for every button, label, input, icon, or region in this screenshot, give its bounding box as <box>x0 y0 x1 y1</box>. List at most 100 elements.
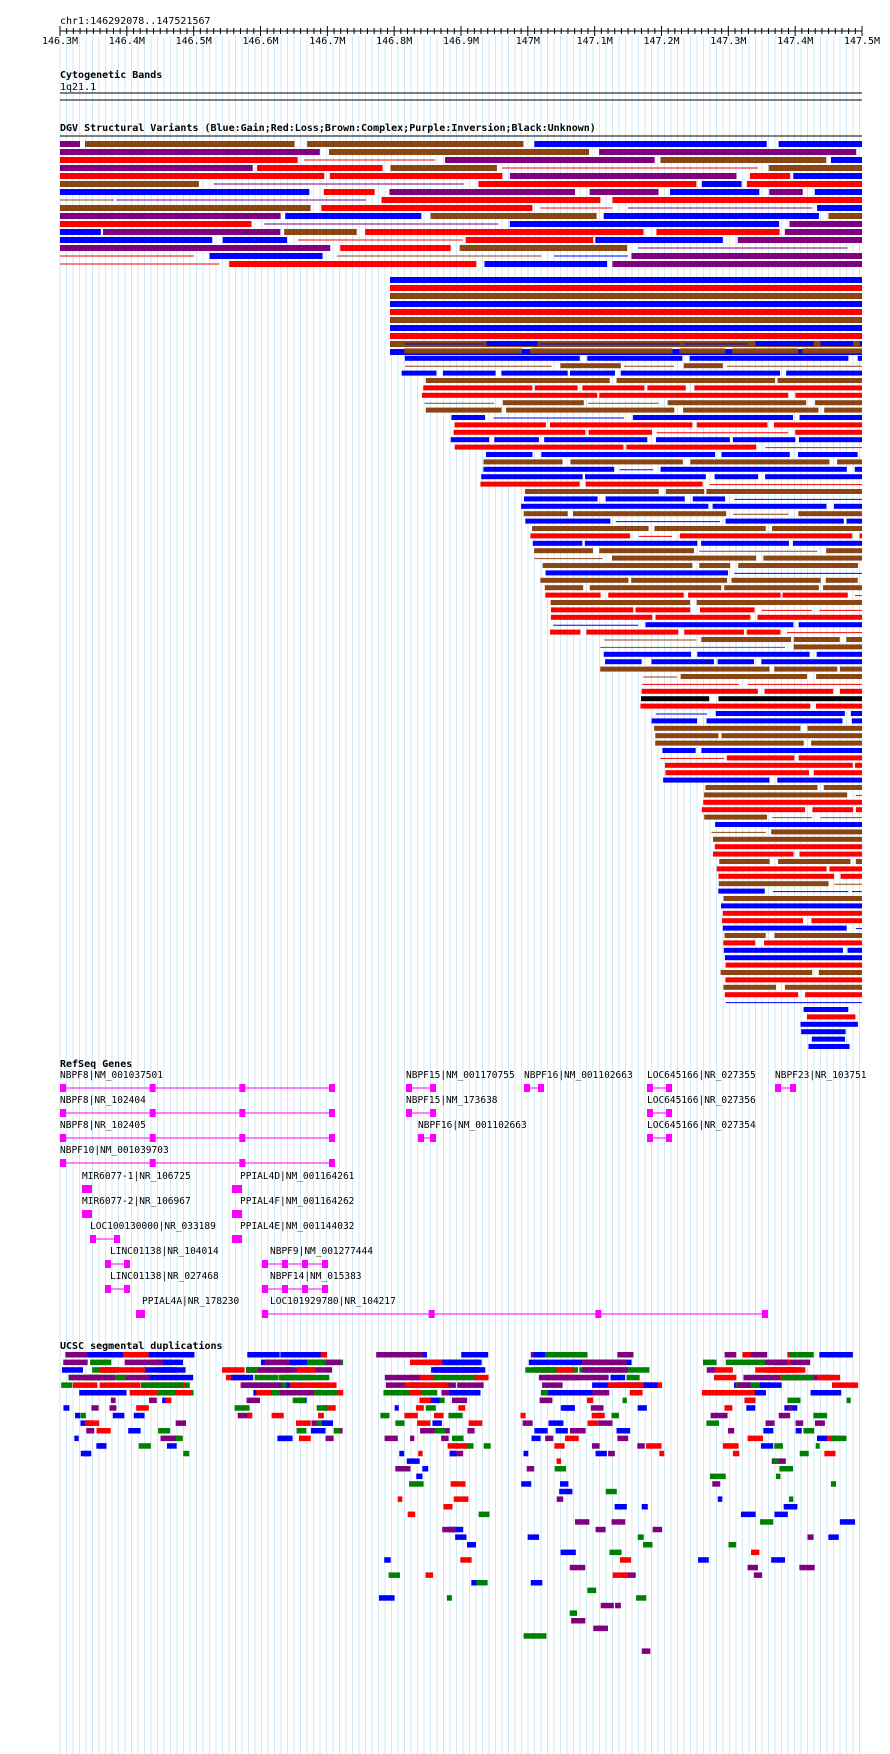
segdup-feature[interactable] <box>110 1397 116 1404</box>
dgv-variant[interactable] <box>550 600 690 605</box>
segdup-feature[interactable] <box>765 1420 775 1426</box>
segdup-feature[interactable] <box>449 1450 457 1457</box>
dgv-variant[interactable] <box>390 293 862 299</box>
dgv-variant[interactable] <box>855 807 862 813</box>
dgv-variant[interactable] <box>103 229 281 235</box>
dgv-variant[interactable] <box>803 1007 849 1012</box>
segdup-feature[interactable] <box>629 1390 643 1396</box>
dgv-variant[interactable] <box>655 740 804 746</box>
segdup-feature[interactable] <box>409 1435 415 1442</box>
dgv-variant[interactable] <box>423 385 533 391</box>
dgv-variant[interactable] <box>725 962 862 968</box>
dgv-variant[interactable] <box>837 459 862 465</box>
segdup-feature[interactable] <box>605 1488 617 1495</box>
segdup-feature[interactable] <box>151 1359 183 1366</box>
segdup-feature[interactable] <box>575 1519 590 1525</box>
dgv-variant[interactable] <box>60 205 311 211</box>
segdup-feature[interactable] <box>420 1428 435 1434</box>
segdup-feature[interactable] <box>772 1458 779 1464</box>
segdup-feature[interactable] <box>706 1420 719 1426</box>
dgv-variant[interactable] <box>726 755 795 761</box>
dgv-variant[interactable] <box>721 452 790 457</box>
segdup-feature[interactable] <box>831 1435 847 1442</box>
dgv-variant[interactable] <box>815 703 862 709</box>
dgv-variant[interactable] <box>307 141 524 147</box>
dgv-variant[interactable] <box>465 237 594 243</box>
segdup-feature[interactable] <box>608 1450 615 1457</box>
segdup-feature[interactable] <box>183 1450 190 1457</box>
segdup-feature[interactable] <box>424 1397 440 1404</box>
segdup-feature[interactable] <box>280 1352 321 1358</box>
segdup-feature[interactable] <box>810 1390 842 1396</box>
dgv-variant[interactable] <box>765 474 862 480</box>
dgv-variant[interactable] <box>599 392 789 398</box>
dgv-variant[interactable] <box>545 570 728 576</box>
segdup-feature[interactable] <box>554 1466 567 1472</box>
gene-label[interactable]: PPIAL4A|NR_178230 <box>142 1296 240 1307</box>
segdup-feature[interactable] <box>441 1435 449 1442</box>
segdup-feature[interactable] <box>747 1352 768 1358</box>
dgv-variant[interactable] <box>774 666 838 672</box>
segdup-feature[interactable] <box>595 1450 607 1457</box>
dgv-variant[interactable] <box>820 341 854 346</box>
segdup-feature[interactable] <box>418 1450 423 1457</box>
segdup-feature[interactable] <box>101 1367 146 1373</box>
segdup-feature[interactable] <box>799 1450 809 1457</box>
dgv-variant[interactable] <box>340 245 451 251</box>
dgv-variant[interactable] <box>689 355 849 361</box>
gene-label[interactable]: NBPF8|NR_102404 <box>60 1095 146 1106</box>
segdup-feature[interactable] <box>754 1390 766 1396</box>
segdup-feature[interactable] <box>247 1412 253 1419</box>
segdup-feature[interactable] <box>446 1595 452 1601</box>
segdup-feature[interactable] <box>555 1428 568 1434</box>
dgv-variant[interactable] <box>825 577 858 583</box>
dgv-variant[interactable] <box>688 592 781 598</box>
dgv-variant[interactable] <box>718 873 835 879</box>
segdup-feature[interactable] <box>540 1397 553 1404</box>
dgv-variant[interactable] <box>680 674 807 679</box>
dgv-variant[interactable] <box>632 415 794 420</box>
dgv-variant[interactable] <box>772 526 862 531</box>
segdup-feature[interactable] <box>799 1564 815 1571</box>
segdup-feature[interactable] <box>637 1534 644 1540</box>
segdup-feature[interactable] <box>520 1412 526 1419</box>
segdup-feature[interactable] <box>701 1390 741 1396</box>
segdup-feature[interactable] <box>744 1397 755 1404</box>
segdup-feature[interactable] <box>611 1412 619 1419</box>
dgv-variant[interactable] <box>654 526 766 531</box>
dgv-variant[interactable] <box>501 370 568 376</box>
dgv-variant[interactable] <box>718 696 862 702</box>
segdup-feature[interactable] <box>611 1519 626 1525</box>
segdup-feature[interactable] <box>175 1390 191 1396</box>
dgv-variant[interactable] <box>725 518 844 524</box>
dgv-variant[interactable] <box>390 277 862 283</box>
segdup-feature[interactable] <box>582 1367 628 1373</box>
dgv-variant[interactable] <box>60 181 199 187</box>
dgv-variant[interactable] <box>453 429 586 435</box>
segdup-feature[interactable] <box>325 1359 341 1366</box>
segdup-feature[interactable] <box>90 1359 108 1366</box>
dgv-variant[interactable] <box>725 977 862 983</box>
segdup-feature[interactable] <box>86 1428 95 1434</box>
segdup-feature[interactable] <box>431 1374 463 1381</box>
dgv-variant[interactable] <box>425 407 502 413</box>
gene-label[interactable]: LINC01138|NR_104014 <box>110 1246 219 1257</box>
segdup-feature[interactable] <box>463 1443 474 1449</box>
segdup-feature[interactable] <box>587 1587 597 1594</box>
dgv-variant[interactable] <box>823 785 862 790</box>
segdup-feature[interactable] <box>96 1428 111 1434</box>
dgv-variant[interactable] <box>60 229 101 235</box>
dgv-variant[interactable] <box>696 600 862 605</box>
segdup-feature[interactable] <box>133 1412 145 1419</box>
dgv-variant[interactable] <box>801 1029 846 1035</box>
dgv-variant[interactable] <box>721 918 803 924</box>
dgv-variant[interactable] <box>573 511 727 517</box>
segdup-feature[interactable] <box>450 1481 466 1487</box>
segdup-feature[interactable] <box>136 1405 149 1411</box>
segdup-feature[interactable] <box>407 1511 416 1518</box>
dgv-variant[interactable] <box>257 165 383 171</box>
dgv-variant[interactable] <box>718 888 765 894</box>
dgv-variant[interactable] <box>840 873 862 879</box>
dgv-variant[interactable] <box>683 363 723 369</box>
segdup-feature[interactable] <box>830 1481 837 1487</box>
